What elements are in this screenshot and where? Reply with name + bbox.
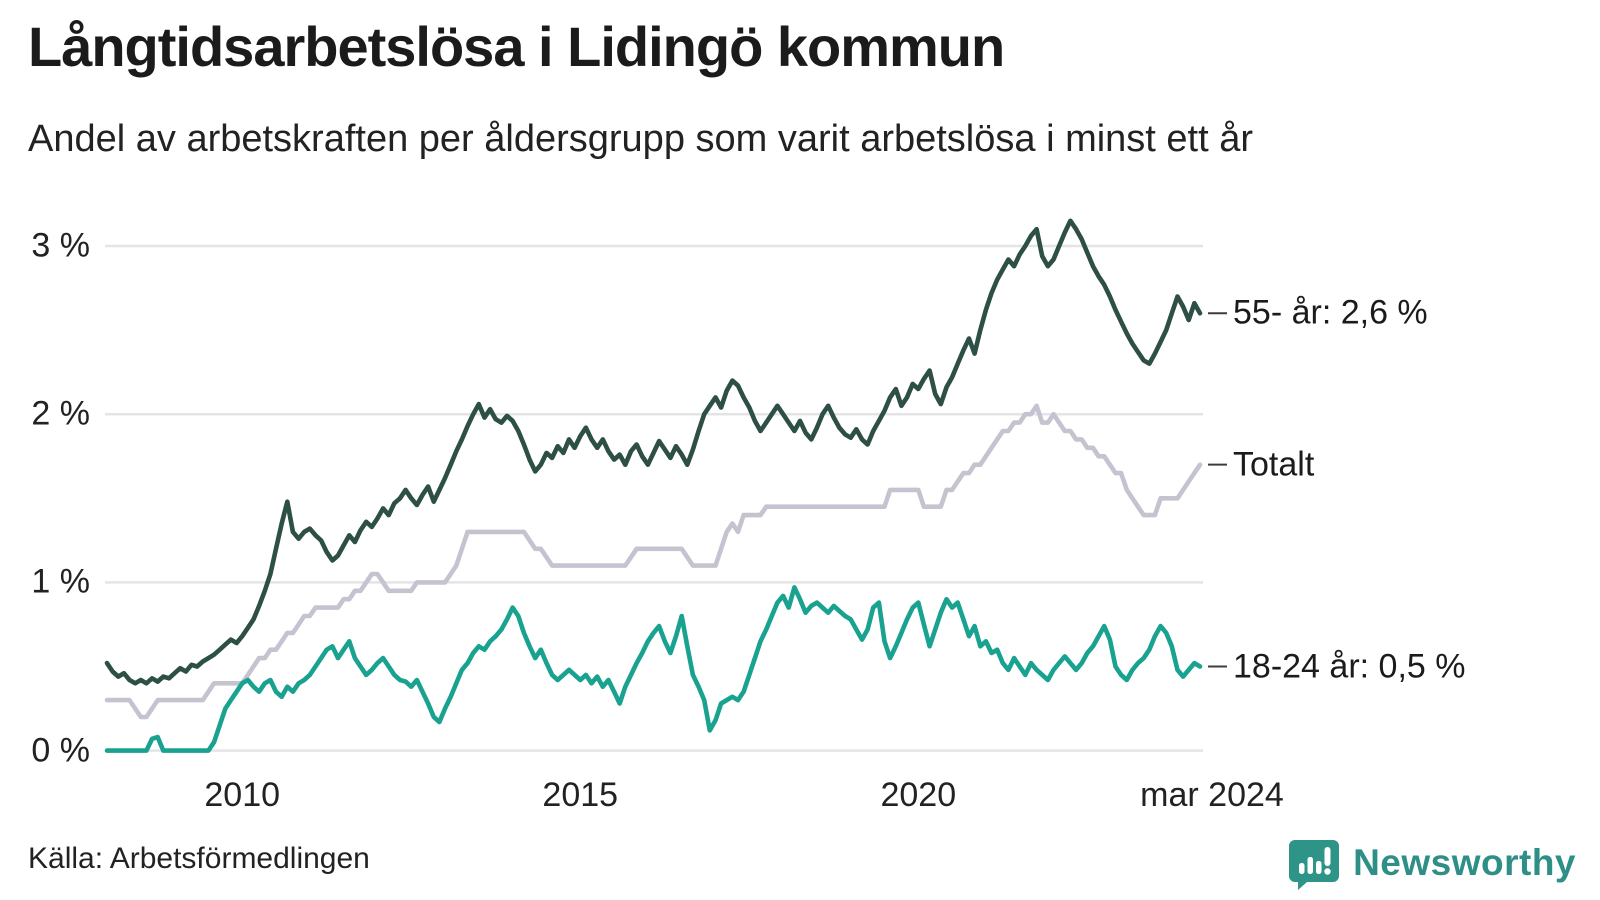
series-line-55-år: [104, 218, 1203, 686]
x-axis-tick-label: 2015: [542, 776, 619, 814]
x-axis-tick-label: 2020: [880, 776, 957, 814]
newsworthy-icon: [1289, 840, 1340, 890]
y-axis-tick-label: 3 %: [31, 226, 90, 265]
x-axis-tick-label: 2010: [204, 776, 281, 814]
y-axis-tick-label: 2 %: [31, 394, 90, 433]
series-label-totalt: Totalt: [1233, 445, 1315, 484]
y-axis-tick-label: 0 %: [31, 731, 90, 770]
brand-name: Newsworthy: [1353, 842, 1576, 883]
brand-logo: Newsworthy: [1287, 836, 1576, 890]
chart-subtitle: Andel av arbetskraften per åldersgrupp s…: [28, 118, 1254, 160]
y-axis-tick-label: 1 %: [31, 562, 90, 601]
series-line-18-24år: [104, 585, 1203, 753]
series-line-Totalt: [104, 403, 1203, 720]
source-note: Källa: Arbetsförmedlingen: [28, 842, 370, 875]
x-axis-tick-label: mar 2024: [1140, 776, 1284, 814]
chart-title: Långtidsarbetslösa i Lidingö kommun: [28, 15, 1005, 78]
series-label-18-24: 18-24 år: 0,5 %: [1233, 647, 1466, 685]
series-label-55plus: 55- år: 2,6 %: [1233, 293, 1428, 332]
